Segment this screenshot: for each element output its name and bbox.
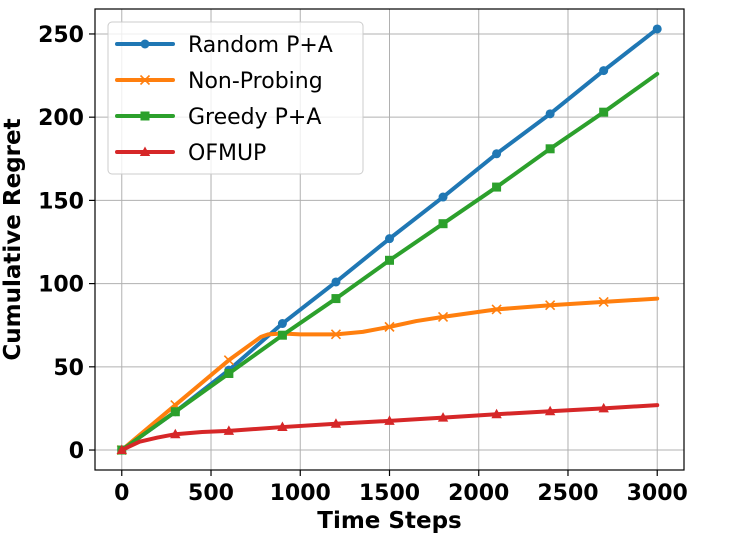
series-line-non-probing	[119, 296, 660, 453]
data-point-ofmup	[384, 415, 395, 425]
x-marker-stroke	[491, 304, 502, 315]
x-tick-label: 500	[188, 481, 234, 506]
data-point-greedy-p-a	[385, 255, 394, 265]
legend-marker	[140, 39, 150, 49]
y-tick-label: 0	[69, 439, 84, 464]
series-line-ofmup	[119, 403, 660, 453]
legend-box	[107, 21, 364, 175]
legend-marker	[139, 146, 151, 156]
legend-label: Non-Probing	[188, 69, 323, 94]
legend-item-ofmup: OFMUP	[115, 141, 266, 166]
legend-marker	[140, 111, 150, 121]
data-point-ofmup	[223, 425, 235, 435]
x-tick-label: 2500	[537, 481, 598, 506]
series-greedy-p-a	[117, 71, 660, 455]
data-point-greedy-p-a	[492, 182, 502, 192]
y-tick-label: 100	[38, 273, 84, 298]
y-tick-label: 250	[38, 23, 84, 48]
data-point-random-p-a	[545, 109, 555, 119]
x-marker-stroke	[139, 74, 151, 86]
legend-label: Random P+A	[188, 33, 333, 58]
data-point-ofmup	[491, 408, 502, 419]
data-point-non-probing	[598, 296, 609, 307]
series-non-probing	[116, 296, 660, 456]
x-marker-stroke	[384, 321, 395, 332]
y-tick-label: 50	[53, 356, 84, 381]
data-point-greedy-p-a	[599, 107, 609, 117]
y-axis-label: Cumulative Regret	[0, 118, 26, 360]
x-marker-stroke	[545, 300, 556, 311]
series-ofmup	[116, 402, 660, 455]
data-point-random-p-a	[652, 24, 662, 34]
data-point-random-p-a	[492, 149, 502, 159]
legend-item-random-p-a: Random P+A	[115, 33, 333, 58]
x-marker-stroke	[223, 355, 234, 366]
x-tick-label: 0	[114, 481, 129, 506]
y-tick-label: 200	[38, 106, 84, 131]
data-point-random-p-a	[331, 277, 341, 287]
data-point-ofmup	[437, 412, 449, 422]
data-point-random-p-a	[385, 234, 394, 244]
data-point-greedy-p-a	[331, 294, 341, 304]
x-marker-stroke	[330, 329, 342, 340]
data-point-non-probing	[384, 321, 395, 332]
data-point-ofmup	[277, 421, 288, 432]
data-point-non-probing	[437, 311, 449, 322]
data-point-non-probing	[491, 304, 502, 315]
legend-item-non-probing: Non-Probing	[115, 69, 323, 94]
y-tick-label: 150	[38, 189, 84, 214]
data-point-greedy-p-a	[224, 368, 234, 378]
legend-marker	[139, 74, 151, 86]
legend-label: Greedy P+A	[188, 105, 321, 130]
data-point-random-p-a	[599, 66, 609, 76]
data-point-random-p-a	[438, 192, 448, 202]
x-tick-label: 2000	[448, 481, 509, 506]
data-point-greedy-p-a	[545, 144, 555, 154]
data-point-non-probing	[545, 300, 556, 311]
data-point-non-probing	[330, 329, 342, 340]
x-marker-stroke	[598, 296, 609, 307]
data-point-greedy-p-a	[277, 330, 287, 340]
data-point-greedy-p-a	[438, 219, 448, 229]
data-point-ofmup	[598, 402, 609, 413]
legend-label: OFMUP	[188, 141, 266, 166]
x-tick-label: 1500	[359, 481, 420, 506]
x-axis-label: Time Steps	[317, 508, 461, 534]
legend-item-greedy-p-a: Greedy P+A	[115, 105, 321, 130]
data-point-ofmup	[170, 428, 181, 439]
data-point-random-p-a	[277, 319, 287, 329]
series-lines	[116, 24, 662, 456]
data-point-greedy-p-a	[170, 407, 180, 417]
x-marker-stroke	[437, 311, 449, 322]
data-point-ofmup	[544, 405, 556, 416]
legend: Random P+A Non-Probing Greedy P+A OFMUP	[107, 21, 364, 175]
data-point-ofmup	[116, 444, 127, 455]
x-tick-label: 3000	[627, 481, 688, 506]
axis-ticks: 0 500 1000 1500 2000 2500 3000 0 50 100 150 200 250	[38, 23, 688, 506]
data-point-non-probing	[223, 355, 234, 366]
x-tick-label: 1000	[270, 481, 331, 506]
data-point-ofmup	[330, 418, 342, 428]
